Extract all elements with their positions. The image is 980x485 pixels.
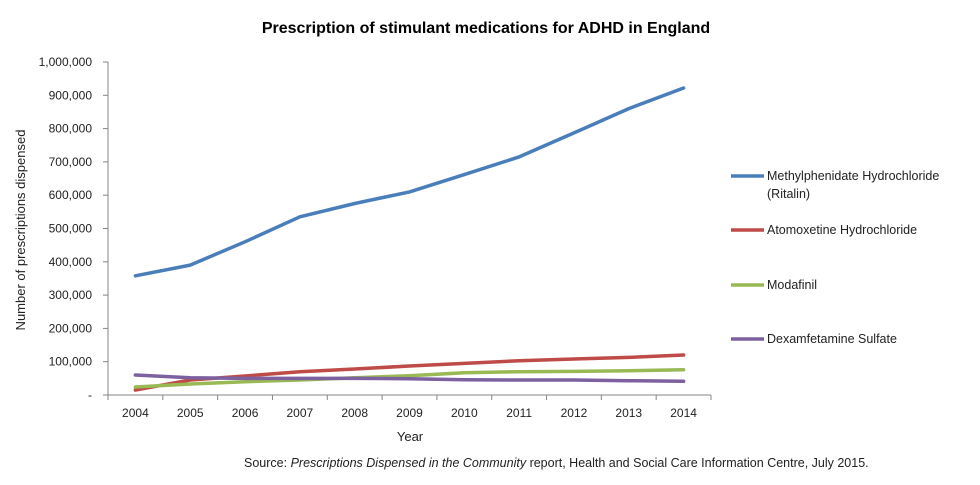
y-tick-label: 300,000 (49, 288, 93, 302)
y-tick-label: 600,000 (49, 188, 93, 202)
source-publication: Prescriptions Dispensed in the Community (290, 456, 527, 470)
y-tick-label: 700,000 (49, 155, 93, 169)
x-tick-label: 2008 (341, 406, 368, 420)
x-tick-label: 2013 (615, 406, 642, 420)
series-line-dexamfetamine-sulfate (133, 373, 686, 384)
source-prefix: Source: (244, 456, 291, 470)
x-tick-label: 2007 (287, 406, 314, 420)
y-tick-label: 200,000 (49, 321, 93, 335)
legend-label-atomoxetine-hydrochloride: Atomoxetine Hydrochloride (767, 223, 917, 237)
x-tick-label: 2012 (561, 406, 588, 420)
series-line-modafinil (133, 367, 686, 389)
y-tick-label: 500,000 (49, 222, 93, 236)
series-lines (133, 86, 686, 392)
x-tick-label: 2005 (177, 406, 204, 420)
x-axis-label: Year (397, 429, 424, 444)
legend-label-line: Dexamfetamine Sulfate (767, 332, 897, 346)
chart-title: Prescription of stimulant medications fo… (262, 20, 710, 37)
x-tick-label: 2010 (451, 406, 478, 420)
x-tick-label: 2014 (670, 406, 697, 420)
legend-label-line: Atomoxetine Hydrochloride (767, 223, 917, 237)
legend-label-line: Methylphenidate Hydrochloride (767, 169, 939, 183)
x-tick-label: 2004 (122, 406, 149, 420)
legend-label-line: Modafinil (767, 278, 817, 292)
y-tick-label: 800,000 (49, 122, 93, 136)
y-axis: - 100,000 200,000 300,000 400,000 500,000 600,… (39, 55, 109, 402)
y-tick-label: - (88, 388, 92, 402)
legend: Methylphenidate Hydrochloride (Ritalin) At… (731, 169, 939, 346)
series-line-methylphenidate-hydrochloride-ritalin (133, 86, 686, 278)
source-suffix: report, Health and Social Care Informati… (526, 456, 869, 470)
x-axis: 2004 2005 2006 2007 2008 2009 2010 2011 2012 2013… (107, 394, 712, 420)
y-tick-label: 1,000,000 (39, 55, 93, 69)
y-tick-label: 100,000 (49, 355, 93, 369)
x-tick-label: 2011 (506, 406, 532, 420)
y-tick-label: 900,000 (49, 88, 93, 102)
legend-label-line: (Ritalin) (767, 187, 810, 201)
y-axis-label: Number of prescriptions dispensed (13, 130, 28, 331)
legend-label-dexamfetamine-sulfate: Dexamfetamine Sulfate (767, 332, 897, 346)
x-tick-label: 2009 (396, 406, 423, 420)
y-tick-label: 400,000 (49, 255, 93, 269)
legend-label-methylphenidate-hydrochloride-ritalin: Methylphenidate Hydrochloride (Ritalin) (767, 169, 939, 201)
source-note: Source: Prescriptions Dispensed in the C… (244, 456, 964, 470)
x-tick-label: 2006 (232, 406, 259, 420)
legend-label-modafinil: Modafinil (767, 278, 817, 292)
